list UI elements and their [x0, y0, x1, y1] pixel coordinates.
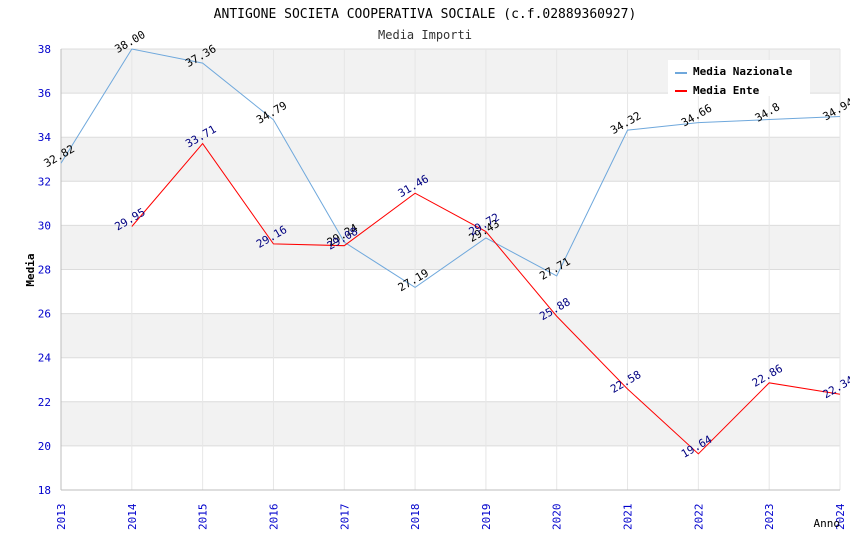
y-tick-label: 30 — [38, 219, 51, 232]
grid-bands — [61, 49, 840, 446]
y-tick-label: 22 — [38, 396, 51, 409]
x-axis-ticks: 2013 2014 2015 2016 2017 2018 2019 2020 2021 2022… — [55, 503, 847, 530]
y-tick-label: 18 — [38, 484, 51, 497]
x-tick-label: 2024 — [834, 503, 847, 530]
series-line — [60, 48, 841, 288]
y-tick-label: 38 — [38, 43, 51, 56]
chart-subtitle: Media Importi — [378, 28, 472, 42]
series-lines — [60, 48, 841, 455]
y-tick-label: 32 — [38, 175, 51, 188]
y-tick-label: 34 — [38, 131, 52, 144]
y-tick-label: 28 — [38, 264, 51, 277]
y-tick-label: 26 — [38, 308, 51, 321]
x-tick-label: 2016 — [267, 504, 280, 531]
grid-band — [61, 137, 840, 182]
y-axis-ticks: 18 20 22 24 26 28 30 32 34 36 38 — [38, 43, 52, 497]
legend-label-nazionale: Media Nazionale — [693, 65, 793, 78]
x-tick-label: 2015 — [197, 504, 210, 531]
x-tick-label: 2020 — [551, 504, 564, 531]
y-tick-label: 24 — [38, 352, 52, 365]
data-label: 34.66 — [679, 102, 714, 130]
data-label: 22.86 — [750, 362, 785, 390]
x-tick-label: 2013 — [55, 504, 68, 531]
x-tick-label: 2023 — [763, 504, 776, 531]
legend: Media Nazionale Media Ente — [668, 60, 810, 97]
x-tick-label: 2021 — [622, 504, 635, 531]
grid-band — [61, 401, 840, 446]
x-tick-label: 2019 — [480, 504, 493, 531]
x-tick-label: 2017 — [338, 504, 351, 531]
data-label: 34.8 — [753, 100, 782, 125]
data-label: 22.34 — [821, 373, 850, 401]
data-label: 22.58 — [608, 368, 643, 396]
data-label: 34.94 — [821, 95, 850, 123]
x-tick-label: 2014 — [126, 503, 139, 530]
x-tick-label: 2018 — [409, 504, 422, 531]
data-label: 34.79 — [254, 99, 289, 127]
data-label: 27.19 — [396, 266, 431, 294]
grid-band — [61, 313, 840, 358]
legend-box — [668, 60, 810, 96]
legend-label-ente: Media Ente — [693, 84, 760, 97]
y-axis-label: Media — [24, 253, 37, 286]
y-tick-label: 20 — [38, 440, 51, 453]
axes — [60, 49, 840, 491]
x-axis-label: Anno — [814, 517, 841, 530]
x-tick-label: 2022 — [692, 504, 705, 531]
y-tick-label: 36 — [38, 87, 51, 100]
chart-title: ANTIGONE SOCIETA COOPERATIVA SOCIALE (c.… — [214, 7, 637, 22]
series-line — [131, 142, 841, 455]
